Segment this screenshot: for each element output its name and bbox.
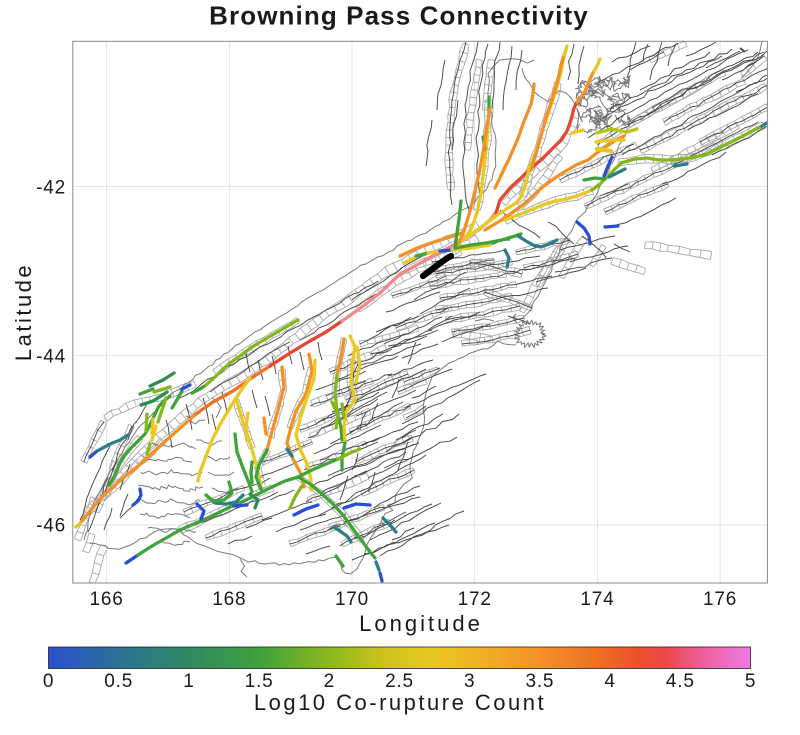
svg-text:166: 166	[90, 589, 124, 610]
svg-text:-46: -46	[36, 516, 66, 537]
svg-text:176: 176	[703, 589, 737, 610]
svg-text:3.5: 3.5	[525, 671, 554, 692]
svg-text:0: 0	[43, 671, 54, 692]
svg-text:4.5: 4.5	[666, 671, 695, 692]
svg-text:1.5: 1.5	[245, 671, 274, 692]
svg-text:172: 172	[458, 589, 492, 610]
svg-text:174: 174	[580, 589, 614, 610]
svg-text:2.5: 2.5	[385, 671, 414, 692]
svg-text:4: 4	[604, 671, 615, 692]
svg-text:1: 1	[183, 671, 194, 692]
svg-text:-44: -44	[36, 347, 66, 368]
svg-text:2: 2	[324, 671, 335, 692]
svg-text:3: 3	[464, 671, 475, 692]
svg-text:5: 5	[745, 671, 756, 692]
svg-text:168: 168	[212, 589, 246, 610]
svg-text:-42: -42	[36, 177, 66, 198]
svg-text:Browning Pass Connectivity: Browning Pass Connectivity	[209, 1, 589, 31]
svg-text:170: 170	[335, 589, 369, 610]
svg-text:Latitude: Latitude	[11, 263, 36, 361]
svg-text:Longitude: Longitude	[359, 611, 483, 636]
svg-text:0.5: 0.5	[104, 671, 133, 692]
svg-text:Log10 Co-rupture Count: Log10 Co-rupture Count	[254, 690, 546, 715]
